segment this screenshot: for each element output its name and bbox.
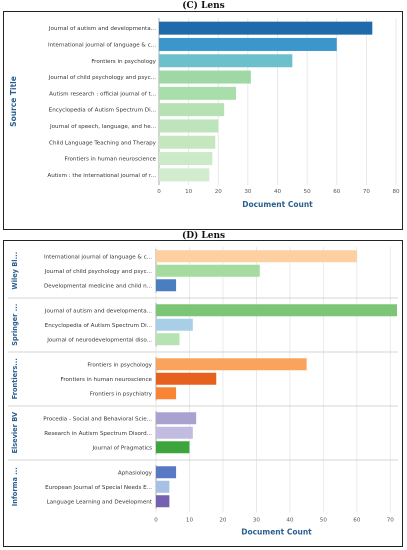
chart-c-svg: 0 10 20 30 40 50 60 70 80 Journal of autism and d… bbox=[9, 18, 400, 209]
group-label: Springer ... bbox=[11, 304, 19, 346]
group-label: Wiley Bl... bbox=[11, 252, 19, 290]
category-label: Frontiers in psychology bbox=[87, 362, 152, 368]
x-tick-label: 10 bbox=[186, 518, 194, 524]
category-label: Procedia - Social and Behavioral Scie... bbox=[43, 416, 152, 422]
bar bbox=[159, 103, 225, 117]
bar bbox=[159, 21, 373, 35]
bar bbox=[156, 441, 190, 454]
category-label: Journal of Pragmatics bbox=[92, 445, 153, 451]
category-label: International journal of language & c... bbox=[44, 254, 152, 260]
category-label: Journal of autism and developmenta... bbox=[44, 308, 152, 314]
category-label: European Journal of Special Needs E... bbox=[45, 485, 152, 491]
x-tick-label: 30 bbox=[253, 518, 261, 524]
bar bbox=[156, 250, 357, 263]
category-label: Journal of neurodevelopmental diso... bbox=[46, 337, 152, 343]
x-tick-label: 20 bbox=[215, 189, 223, 195]
x-tick-label: 60 bbox=[333, 189, 341, 195]
x-tick-label: 40 bbox=[274, 189, 282, 195]
bar bbox=[159, 37, 337, 51]
category-label: Encyclopedia of Autism Spectrum Di... bbox=[49, 108, 157, 114]
category-label: Language Learning and Development bbox=[47, 499, 153, 505]
category-label: Autism : the international journal of r.… bbox=[47, 173, 156, 179]
category-label: Research in Autism Spectrum Disord... bbox=[44, 431, 152, 437]
x-axis-title: Document Count bbox=[242, 200, 313, 209]
bar bbox=[156, 264, 260, 277]
bar bbox=[156, 412, 197, 425]
panel-d-frame bbox=[3, 240, 403, 547]
bar bbox=[159, 168, 210, 182]
category-label: Journal of speech, language, and he... bbox=[49, 124, 156, 130]
category-label: Autism research : official journal of t.… bbox=[49, 91, 156, 97]
x-tick-label: 20 bbox=[219, 518, 227, 524]
bar bbox=[156, 480, 170, 493]
x-tick-label: 30 bbox=[244, 189, 252, 195]
bar bbox=[156, 279, 177, 292]
bar bbox=[156, 358, 307, 371]
bar bbox=[159, 152, 213, 166]
x-tick-label: 60 bbox=[353, 518, 361, 524]
category-label: Journal of child psychology and psyc... bbox=[44, 269, 152, 275]
bar bbox=[159, 119, 219, 133]
panel-c-title: (C) Lens bbox=[182, 1, 225, 11]
x-axis-title: Document Count bbox=[241, 528, 312, 537]
category-label: Frontiers in psychiatry bbox=[90, 391, 153, 397]
bar bbox=[159, 135, 216, 149]
bar bbox=[156, 333, 180, 346]
category-label: Journal of child psychology and psyc... bbox=[48, 75, 156, 81]
x-tick-label: 10 bbox=[185, 189, 193, 195]
bar bbox=[156, 495, 170, 508]
panel-c-frame bbox=[3, 11, 403, 230]
x-tick-label: 50 bbox=[304, 189, 312, 195]
bar bbox=[159, 86, 237, 100]
category-label: Journal of autism and developmenta... bbox=[48, 26, 156, 32]
category-label: Developmental medicine and child n... bbox=[44, 283, 152, 289]
x-tick-label: 70 bbox=[363, 189, 371, 195]
x-tick-label: 70 bbox=[387, 518, 395, 524]
category-label: Frontiers in human neuroscience bbox=[65, 157, 157, 163]
category-label: International journal of language & c... bbox=[48, 42, 156, 48]
category-label: Aphasiology bbox=[118, 470, 153, 476]
category-label: Encyclopedia of Autism Spectrum Di... bbox=[45, 323, 153, 329]
x-tick-label: 0 bbox=[157, 189, 161, 195]
bar bbox=[159, 54, 293, 68]
panel-d-title: (D) Lens bbox=[181, 231, 226, 241]
bar bbox=[156, 387, 177, 400]
group-label: Frontiers... bbox=[11, 358, 19, 399]
bar bbox=[156, 304, 397, 317]
bar bbox=[159, 70, 251, 84]
x-tick-label: 0 bbox=[154, 518, 158, 524]
group-label: Informa ... bbox=[11, 467, 19, 506]
x-tick-label: 40 bbox=[286, 518, 294, 524]
bar bbox=[156, 372, 217, 385]
category-label: Frontiers in psychology bbox=[91, 59, 156, 65]
x-tick-label: 80 bbox=[392, 189, 400, 195]
x-tick-label: 50 bbox=[320, 518, 328, 524]
category-label: Frontiers in human neuroscience bbox=[61, 377, 153, 383]
bar bbox=[156, 318, 193, 331]
y-axis-title: Source Title bbox=[9, 76, 18, 127]
group-label: Elsevier BV bbox=[11, 411, 19, 453]
bar bbox=[156, 426, 193, 439]
bar bbox=[156, 466, 177, 479]
category-label: Child Language Teaching and Therapy bbox=[49, 140, 157, 146]
